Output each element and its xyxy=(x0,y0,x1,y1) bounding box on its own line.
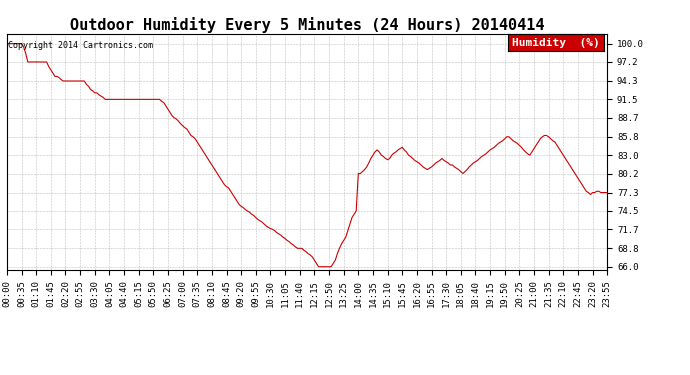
Title: Outdoor Humidity Every 5 Minutes (24 Hours) 20140414: Outdoor Humidity Every 5 Minutes (24 Hou… xyxy=(70,16,544,33)
Text: Copyright 2014 Cartronics.com: Copyright 2014 Cartronics.com xyxy=(8,41,153,50)
